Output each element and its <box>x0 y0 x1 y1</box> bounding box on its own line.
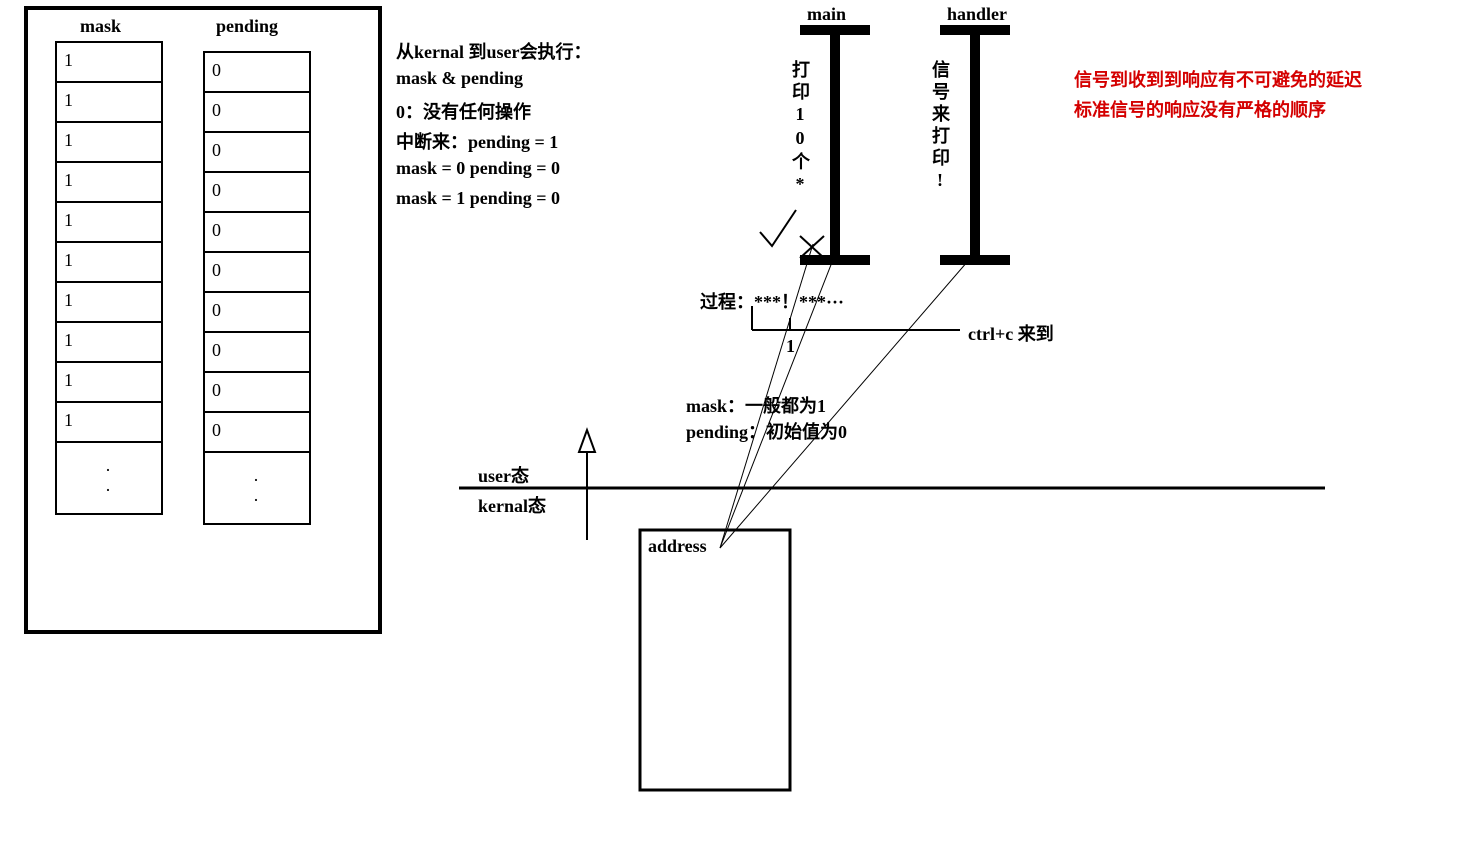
note-left-line: 0：没有任何操作 <box>396 98 531 124</box>
mask-cell: 1 <box>64 90 73 111</box>
red-note: 标准信号的响应没有严格的顺序 <box>1074 96 1326 122</box>
mask-pending-note: mask：一般都为1 <box>686 392 826 418</box>
mask-cell: 1 <box>64 130 73 151</box>
mask-cell: 1 <box>64 410 73 431</box>
main-vtext: 打印10个* <box>787 60 813 240</box>
pending-col-box <box>204 52 310 524</box>
pending-cell: 0 <box>212 60 221 81</box>
mask-cell: 1 <box>64 330 73 351</box>
mask-dots: · <box>105 460 111 481</box>
mask-dots: · <box>105 480 111 501</box>
address-box <box>640 530 790 790</box>
diagram-root: mask1111111111··pending0000000000··从kern… <box>0 0 1481 844</box>
mask-cell: 1 <box>64 250 73 271</box>
address-label: address <box>648 536 707 557</box>
ctrlc-tick-label: 1 <box>786 336 795 357</box>
note-left-line: mask = 1 pending = 0 <box>396 188 560 209</box>
pending-cell: 0 <box>212 380 221 401</box>
pending-cell: 0 <box>212 140 221 161</box>
pending-dots: · <box>253 470 259 491</box>
handler-ibeam-label: handler <box>947 4 1007 25</box>
pending-cell: 0 <box>212 220 221 241</box>
kernal-label: kernal态 <box>478 492 546 518</box>
process-sequence: 过程：***！***··· <box>700 288 844 314</box>
note-left-line: mask = 0 pending = 0 <box>396 158 560 179</box>
pending-cell: 0 <box>212 300 221 321</box>
mask-header: mask <box>80 16 121 37</box>
pending-cell: 0 <box>212 100 221 121</box>
note-left-line: mask & pending <box>396 68 523 89</box>
user-label: user态 <box>478 462 529 488</box>
mask-cell: 1 <box>64 370 73 391</box>
main-ibeam-label: main <box>807 4 846 25</box>
note-left-line: 中断来：pending = 1 <box>396 128 558 154</box>
pending-cell: 0 <box>212 340 221 361</box>
mask-cell: 1 <box>64 210 73 231</box>
pending-cell: 0 <box>212 180 221 201</box>
red-note: 信号到收到到响应有不可避免的延迟 <box>1074 66 1362 92</box>
mask-cell: 1 <box>64 170 73 191</box>
pending-header: pending <box>216 16 278 37</box>
pending-cell: 0 <box>212 260 221 281</box>
mask-cell: 1 <box>64 290 73 311</box>
ctrlc-label: ctrl+c 来到 <box>968 320 1054 346</box>
pending-cell: 0 <box>212 420 221 441</box>
mask-col-box <box>56 42 162 514</box>
mask-pending-note: pending：初始值为0 <box>686 418 847 444</box>
handler-vtext: 信号来打印! <box>927 60 953 260</box>
mask-cell: 1 <box>64 50 73 71</box>
note-left-line: 从kernal 到user会执行： <box>396 38 592 64</box>
arrow-up-head <box>579 430 595 452</box>
pending-dots: · <box>253 490 259 511</box>
